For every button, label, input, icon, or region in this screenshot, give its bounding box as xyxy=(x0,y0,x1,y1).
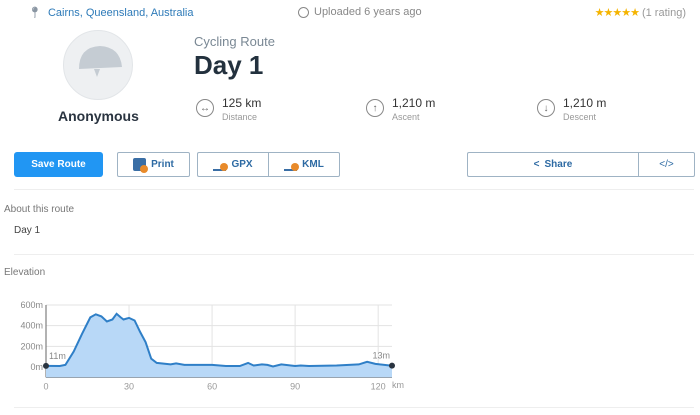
start-elevation-label: 11m xyxy=(49,351,66,361)
print-label: Print xyxy=(151,159,174,170)
y-tick-label: 200m xyxy=(20,341,43,351)
location-link[interactable]: Cairns, Queensland, Australia xyxy=(47,6,194,19)
location[interactable]: 📍︎ Cairns, Queensland, Australia xyxy=(28,6,194,20)
gpx-label: GPX xyxy=(231,159,253,170)
stat-ascent: ↑ 1,210 m Ascent xyxy=(366,96,435,122)
uploaded-text: Uploaded 6 years ago xyxy=(314,6,422,18)
descent-label: Descent xyxy=(563,112,597,122)
printer-icon xyxy=(133,158,149,173)
about-heading: About this route xyxy=(4,204,75,215)
distance-label: Distance xyxy=(222,112,258,122)
distance-value: 125 km xyxy=(222,96,262,110)
start-point xyxy=(43,362,49,369)
descent-icon: ↓ xyxy=(537,99,555,117)
clock-icon xyxy=(298,6,309,18)
embed-button[interactable]: </> xyxy=(638,152,695,177)
download-icon xyxy=(284,158,300,171)
save-route-button[interactable]: Save Route xyxy=(14,152,103,177)
y-tick-label: 400m xyxy=(20,321,43,331)
y-tick-label: 0m xyxy=(30,362,43,372)
ascent-value: 1,210 m xyxy=(392,96,436,110)
print-button[interactable]: Print xyxy=(117,152,190,177)
ascent-icon: ↑ xyxy=(366,99,384,117)
ascent-label: Ascent xyxy=(392,112,420,122)
divider xyxy=(14,189,694,190)
divider xyxy=(14,407,694,408)
end-point xyxy=(389,362,395,369)
x-tick-label: 60 xyxy=(207,381,217,391)
x-tick-label: 120 xyxy=(371,381,386,391)
x-tick-label: 90 xyxy=(290,381,300,391)
about-text: Day 1 xyxy=(14,225,41,236)
y-tick-label: 600m xyxy=(20,300,43,310)
route-title: Day 1 xyxy=(194,50,264,80)
upload-info: Uploaded 6 years ago xyxy=(298,6,422,18)
end-elevation-label: 13m xyxy=(372,351,390,361)
rating-count: (1 rating) xyxy=(641,7,686,19)
share-button[interactable]: < Share xyxy=(467,152,638,177)
author-name[interactable]: Anonymous xyxy=(58,108,139,124)
route-type: Cycling Route xyxy=(194,34,275,49)
elevation-heading: Elevation xyxy=(4,267,46,278)
x-tick-label: 0 xyxy=(43,381,48,391)
rating[interactable]: ★★★★★ (1 rating) xyxy=(595,6,686,19)
gpx-button[interactable]: GPX xyxy=(197,152,268,177)
distance-icon: ↔ xyxy=(196,99,214,117)
share-label: Share xyxy=(544,159,573,170)
avatar xyxy=(63,30,133,100)
kml-button[interactable]: KML xyxy=(268,152,340,177)
helmet-icon xyxy=(79,46,122,77)
stat-distance: ↔ 125 km Distance xyxy=(196,96,261,122)
map-pin-icon: 📍︎ xyxy=(28,7,42,19)
elevation-line xyxy=(45,312,393,368)
elevation-area xyxy=(46,313,392,378)
star-rating-icon: ★★★★★ xyxy=(594,7,640,19)
stat-descent: ↓ 1,210 m Descent xyxy=(537,96,606,122)
download-icon xyxy=(213,158,229,171)
descent-value: 1,210 m xyxy=(563,96,607,110)
elevation-chart[interactable]: 0m 200m 400m 600m 0 30 60 90 120 11m 13m km xyxy=(0,295,420,395)
divider xyxy=(14,254,694,255)
x-tick-label: 30 xyxy=(124,381,134,391)
x-axis-unit: km xyxy=(392,380,404,390)
share-icon: < xyxy=(533,159,540,170)
kml-label: KML xyxy=(302,159,324,170)
